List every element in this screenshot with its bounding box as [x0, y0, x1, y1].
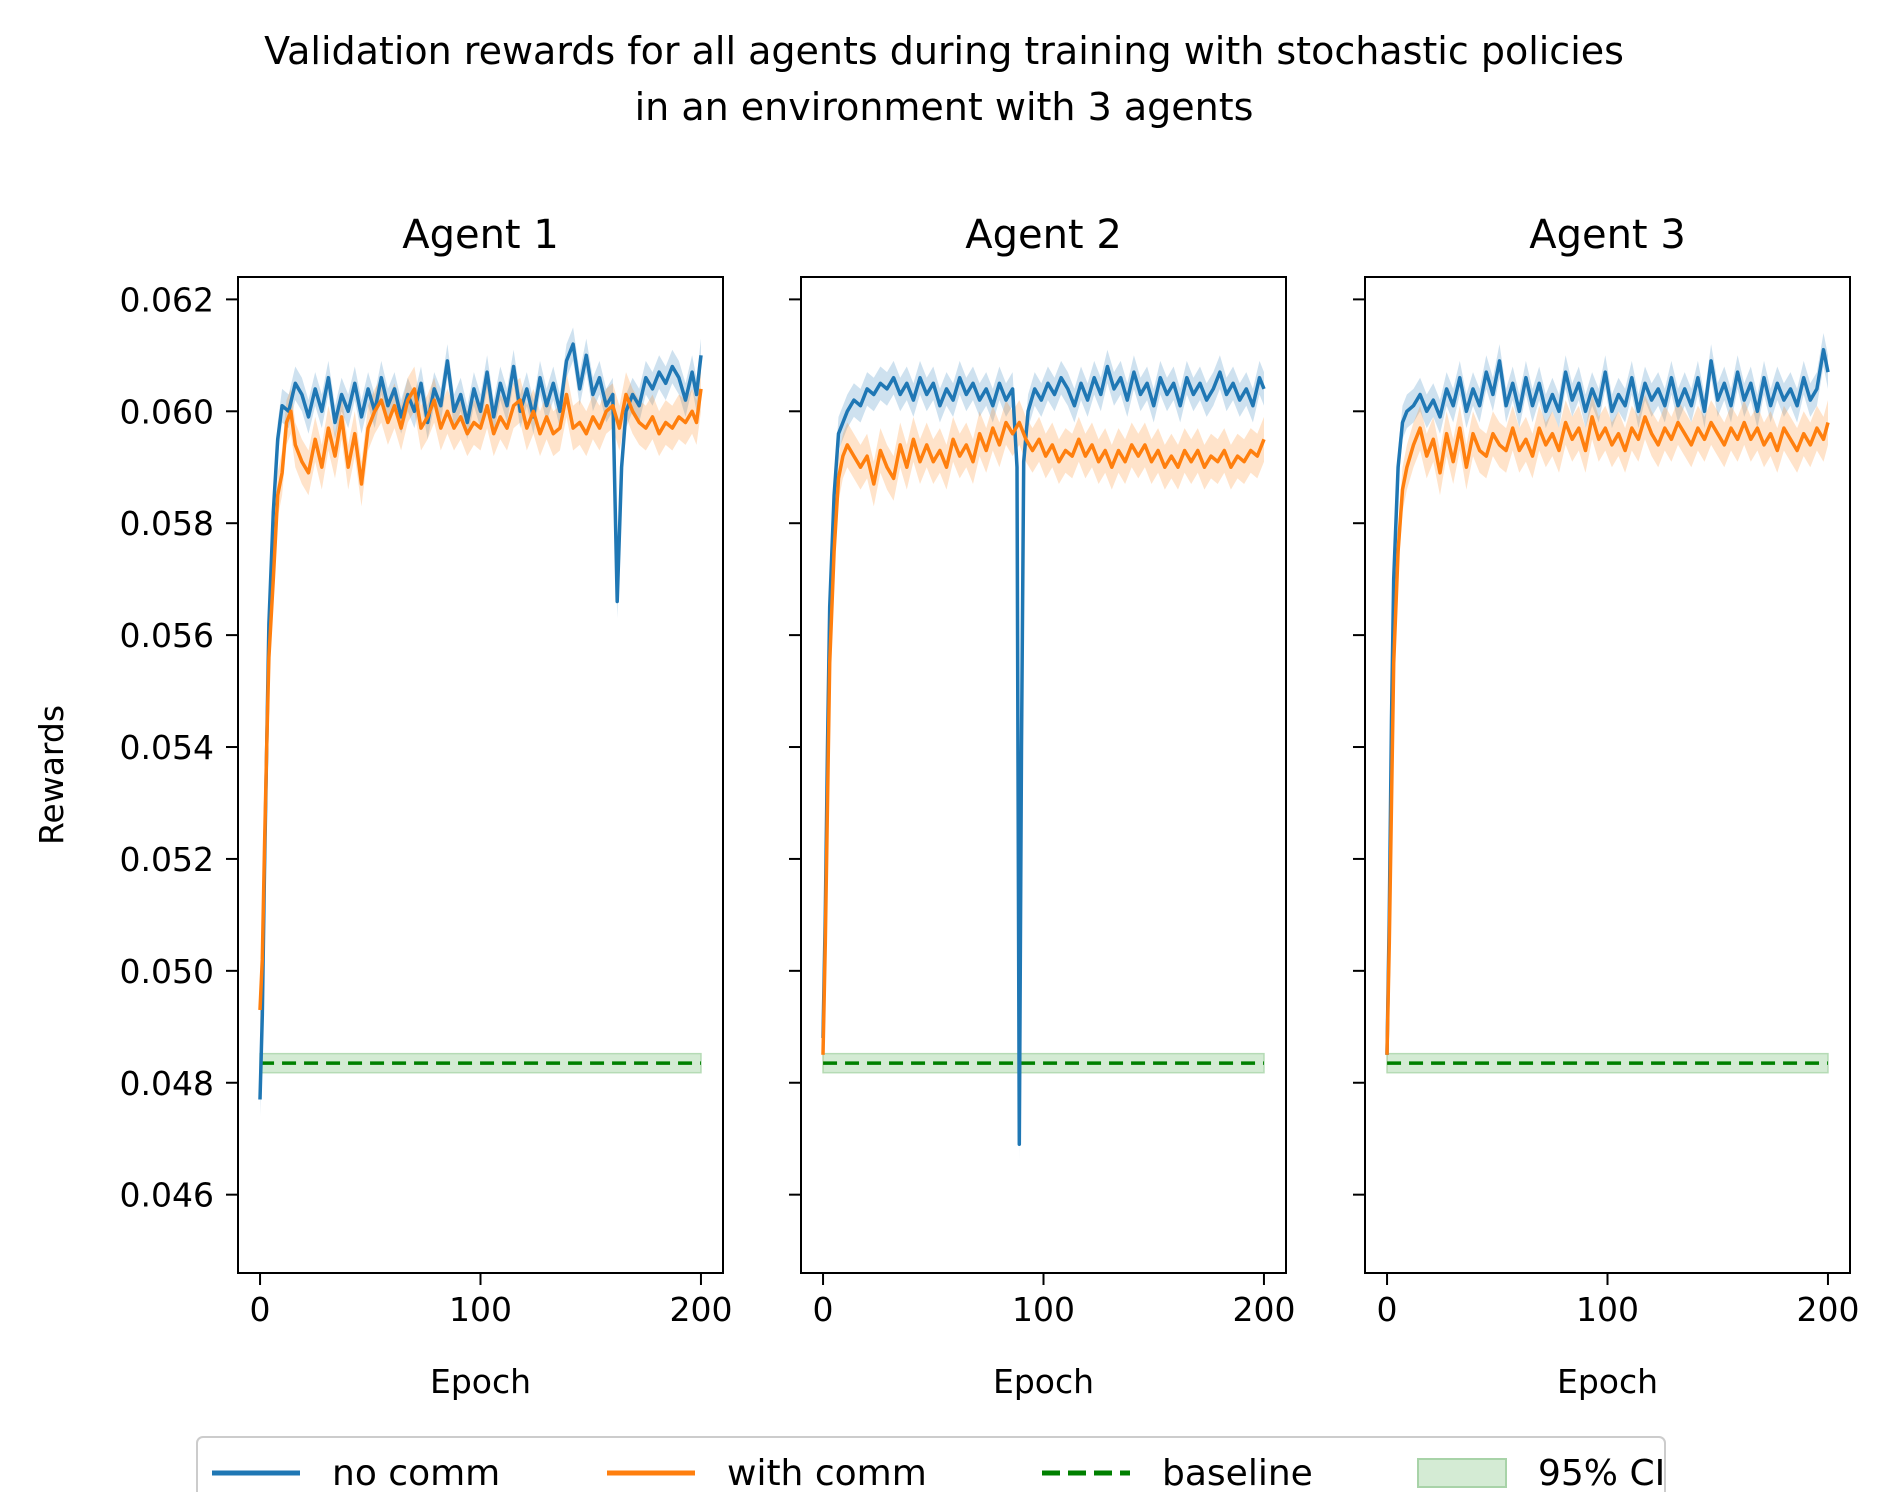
y-axis-label: Rewards [32, 705, 71, 845]
x-tick-label: 0 [813, 1290, 834, 1329]
no-comm-series-line [1385, 347, 1830, 1055]
legend-ci-label: 95% CI [1538, 1453, 1665, 1492]
y-tick-label: 0.060 [120, 392, 214, 431]
figure-title-line1: Validation rewards for all agents during… [264, 29, 1624, 73]
subplot-title: Agent 1 [402, 212, 559, 258]
plot-area [1385, 333, 1830, 1078]
with-comm-series-line [1385, 415, 1830, 1055]
with-comm-series-line [821, 420, 1266, 1055]
with-comm-ci-band [1387, 394, 1828, 1078]
y-tick-label: 0.054 [120, 728, 214, 767]
subplot-agent-2: 0 100 200 Agent 2 Epoch [789, 212, 1295, 1401]
x-tick-label: 200 [1796, 1290, 1859, 1329]
legend-ci-swatch [1417, 1458, 1507, 1488]
x-axis-label: Epoch [430, 1362, 531, 1401]
x-tick-label: 0 [1377, 1290, 1398, 1329]
x-tick-label: 200 [669, 1290, 732, 1329]
x-tick-label: 100 [1576, 1290, 1639, 1329]
y-tick-label: 0.048 [120, 1064, 214, 1103]
with-comm-ci-band [260, 366, 701, 1033]
x-axis-label: Epoch [1557, 1362, 1658, 1401]
x-axis-label: Epoch [993, 1362, 1094, 1401]
legend: no comm with comm baseline 95% CI [196, 1436, 1666, 1492]
no-comm-series-line [258, 342, 703, 1100]
figure-title-line2: in an environment with 3 agents [635, 85, 1254, 129]
axes-frame [800, 276, 1287, 1274]
x-tick-label: 100 [449, 1290, 512, 1329]
subplot-agent-1: 0.046 0.048 0.050 0.052 0.054 0.056 0.058 0.060… [120, 212, 733, 1401]
x-tick-label: 200 [1232, 1290, 1295, 1329]
x-tick-label: 100 [1012, 1290, 1075, 1329]
plot-area [821, 349, 1266, 1162]
y-tick-label: 0.058 [120, 504, 214, 543]
plot-area [258, 327, 703, 1117]
legend-baseline-label: baseline [1162, 1453, 1313, 1492]
subplot-title: Agent 2 [965, 212, 1122, 258]
legend-frame [196, 1436, 1666, 1492]
y-tick-label: 0.046 [120, 1176, 214, 1215]
y-tick-label: 0.056 [120, 616, 214, 655]
legend-with-comm-label: with comm [727, 1453, 927, 1492]
y-tick-label: 0.062 [120, 280, 214, 319]
subplot-title: Agent 3 [1529, 212, 1686, 258]
with-comm-series-line [258, 387, 703, 1011]
y-tick-label: 0.050 [120, 952, 214, 991]
legend-no-comm-label: no comm [332, 1453, 500, 1492]
x-tick-label: 0 [250, 1290, 271, 1329]
y-tick-label: 0.052 [120, 840, 214, 879]
with-comm-ci-band [823, 400, 1264, 1078]
subplot-agent-3: 0 100 200 Agent 3 Epoch [1353, 212, 1859, 1401]
